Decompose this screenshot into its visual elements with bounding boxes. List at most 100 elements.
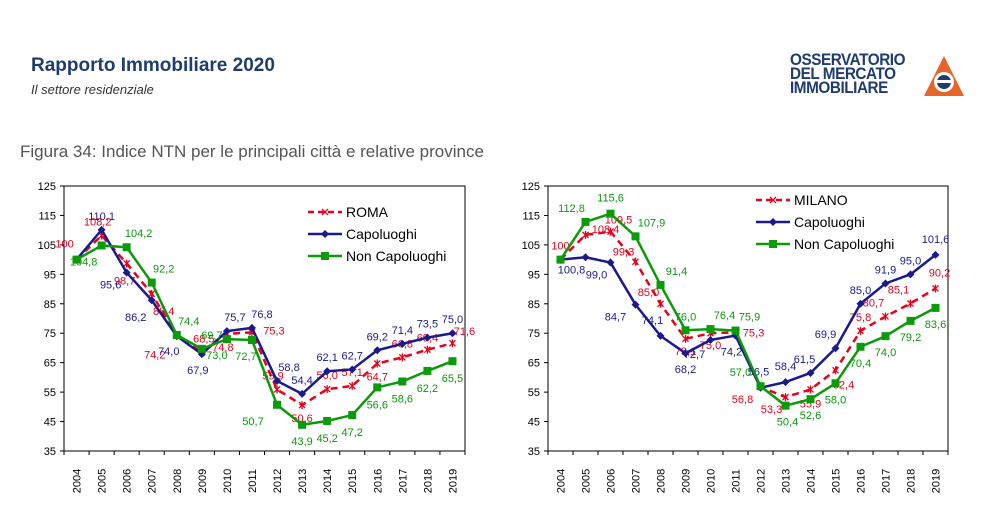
data-label-non_capoluoghi: 50,4 (777, 417, 798, 429)
marker-capoluoghi (222, 327, 231, 336)
series-line-capoluoghi (560, 253, 937, 389)
legend-label-city: MILANO (794, 192, 848, 208)
data-label-capoluoghi: 69,2 (367, 331, 388, 343)
data-label-city: 100 (551, 241, 569, 253)
marker-city (782, 393, 789, 402)
marker-non_capoluoghi (656, 280, 665, 289)
data-label-non_capoluoghi: 74,4 (178, 316, 199, 328)
data-label-non_capoluoghi: 76,4 (714, 310, 735, 322)
marker-non_capoluoghi (881, 332, 890, 341)
marker-city (832, 366, 839, 375)
data-label-non_capoluoghi: 65,5 (442, 373, 463, 385)
y-tick-label: 55 (528, 387, 540, 399)
x-tick-label: 2011 (731, 469, 743, 493)
y-tick-label: 125 (38, 181, 56, 193)
marker-non_capoluoghi (398, 377, 407, 386)
data-label-non_capoluoghi: 91,4 (666, 266, 687, 278)
data-label-capoluoghi: 86,2 (125, 312, 146, 324)
y-tick-label: 125 (522, 181, 540, 193)
data-label-capoluoghi: 58,4 (775, 361, 796, 373)
data-label-non_capoluoghi: 73,0 (206, 350, 227, 362)
y-tick-label: 35 (528, 446, 540, 458)
data-label-non_capoluoghi: 58,0 (825, 394, 846, 406)
legend-label-non_capoluoghi: Non Capoluoghi (346, 248, 446, 264)
y-tick-label: 65 (528, 358, 540, 370)
data-label-non_capoluoghi: 52,6 (800, 410, 821, 422)
data-label-city: 85,1 (888, 284, 909, 296)
data-label-capoluoghi: 58,8 (278, 362, 299, 374)
data-label-non_capoluoghi: 115,6 (597, 193, 624, 205)
data-label-capoluoghi: 110,1 (88, 211, 115, 223)
data-label-capoluoghi: 71,4 (392, 325, 413, 337)
legend-marker-capoluoghi (769, 218, 777, 226)
data-label-capoluoghi: 101,6 (922, 234, 950, 246)
y-tick-label: 75 (528, 328, 540, 340)
data-label-non_capoluoghi: 104,8 (70, 256, 98, 268)
legend-marker-city (769, 196, 777, 204)
data-label-capoluoghi: 68,2 (675, 364, 696, 376)
marker-capoluoghi (398, 339, 407, 348)
marker-capoluoghi (781, 378, 790, 387)
x-tick-label: 2006 (606, 469, 618, 493)
y-tick-label: 115 (38, 210, 56, 222)
marker-city (348, 381, 356, 390)
marker-non_capoluoghi (197, 344, 206, 353)
data-label-city: 80,7 (863, 297, 884, 309)
data-label-capoluoghi: 74,2 (721, 347, 742, 359)
marker-city (123, 259, 131, 268)
marker-non_capoluoghi (97, 241, 106, 250)
marker-city (398, 353, 406, 362)
data-label-capoluoghi: 91,9 (875, 264, 896, 276)
marker-capoluoghi (681, 349, 690, 358)
data-label-capoluoghi: 73,5 (417, 319, 438, 331)
marker-capoluoghi (631, 300, 640, 309)
data-label-capoluoghi: 85,0 (850, 285, 871, 297)
data-label-capoluoghi: 62,1 (316, 352, 337, 364)
data-label-capoluoghi: 95,0 (900, 255, 921, 267)
series-line-city (559, 230, 937, 399)
y-tick-label: 85 (528, 299, 540, 311)
marker-city (932, 284, 939, 293)
x-tick-label: 2004 (556, 469, 568, 493)
data-label-non_capoluoghi: 62,2 (417, 383, 438, 395)
marker-city (632, 257, 639, 266)
data-label-capoluoghi: 84,7 (605, 312, 626, 324)
x-tick-label: 2010 (706, 469, 718, 493)
x-tick-label: 2008 (172, 469, 184, 493)
data-label-non_capoluoghi: 45,2 (316, 433, 337, 445)
marker-capoluoghi (831, 344, 840, 353)
omi-emblem-icon (924, 56, 964, 96)
marker-non_capoluoghi (906, 316, 915, 325)
marker-capoluoghi (806, 368, 815, 377)
logo-line-3: IMMOBILIARE (790, 78, 888, 97)
marker-non_capoluoghi (756, 382, 765, 391)
x-tick-label: 2005 (581, 469, 593, 493)
marker-city (373, 359, 381, 368)
series-line-city (75, 234, 453, 407)
series-line-non_capoluoghi (559, 212, 937, 407)
marker-city (907, 299, 914, 308)
marker-non_capoluoghi (606, 209, 615, 218)
marker-city (857, 326, 864, 335)
marker-non_capoluoghi (147, 278, 156, 287)
x-tick-label: 2008 (656, 469, 668, 493)
data-label-non_capoluoghi: 69,7 (201, 330, 222, 342)
x-tick-label: 2006 (122, 469, 134, 493)
x-tick-label: 2019 (447, 469, 459, 493)
marker-city (682, 334, 689, 343)
marker-non_capoluoghi (631, 232, 640, 241)
data-label-capoluoghi: 75,7 (224, 312, 245, 324)
report-title: Rapporto Immobiliare 2020 (31, 55, 275, 76)
data-label-capoluoghi: 74,1 (642, 315, 663, 327)
data-label-non_capoluoghi: 92,2 (153, 264, 174, 276)
x-tick-label: 2005 (97, 469, 109, 493)
y-tick-label: 45 (528, 417, 540, 429)
data-label-city: 68,5 (193, 333, 214, 345)
legend-label-capoluoghi: Capoluoghi (794, 214, 865, 230)
legend-label-capoluoghi: Capoluoghi (346, 226, 417, 242)
data-label-city: 56,8 (732, 394, 753, 406)
marker-capoluoghi (448, 329, 457, 338)
marker-non_capoluoghi (556, 255, 565, 264)
data-label-city: 75,3 (263, 325, 284, 337)
data-label-capoluoghi: 69,9 (815, 329, 836, 341)
